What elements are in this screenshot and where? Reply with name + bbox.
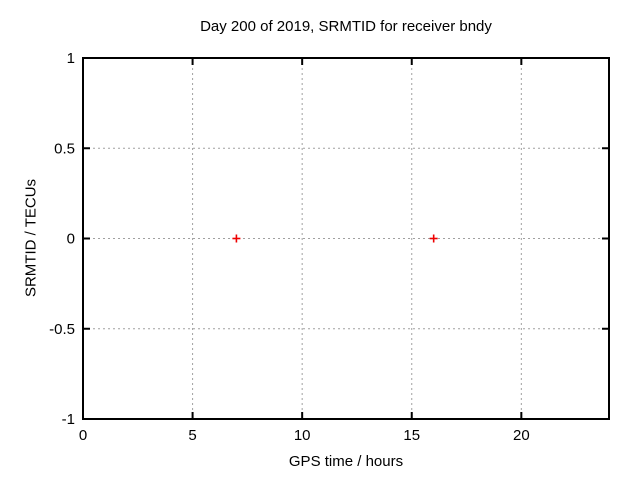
- chart-title: Day 200 of 2019, SRMTID for receiver bnd…: [200, 18, 492, 35]
- y-tick-label: -0.5: [49, 321, 75, 338]
- x-tick-label: 10: [294, 427, 311, 444]
- x-tick-label: 0: [79, 427, 87, 444]
- y-tick-label: 0.5: [54, 140, 75, 157]
- plot-border: [82, 57, 610, 420]
- x-tick-label: 20: [513, 427, 530, 444]
- y-tick-label: 1: [67, 50, 75, 67]
- x-tick-label: 15: [403, 427, 420, 444]
- x-tick-label: 5: [188, 427, 196, 444]
- y-tick-label: -1: [62, 411, 75, 428]
- x-axis-label: GPS time / hours: [288, 453, 404, 470]
- y-tick-label: 0: [67, 231, 75, 248]
- y-axis-label: SRMTID / TECUs: [22, 178, 40, 298]
